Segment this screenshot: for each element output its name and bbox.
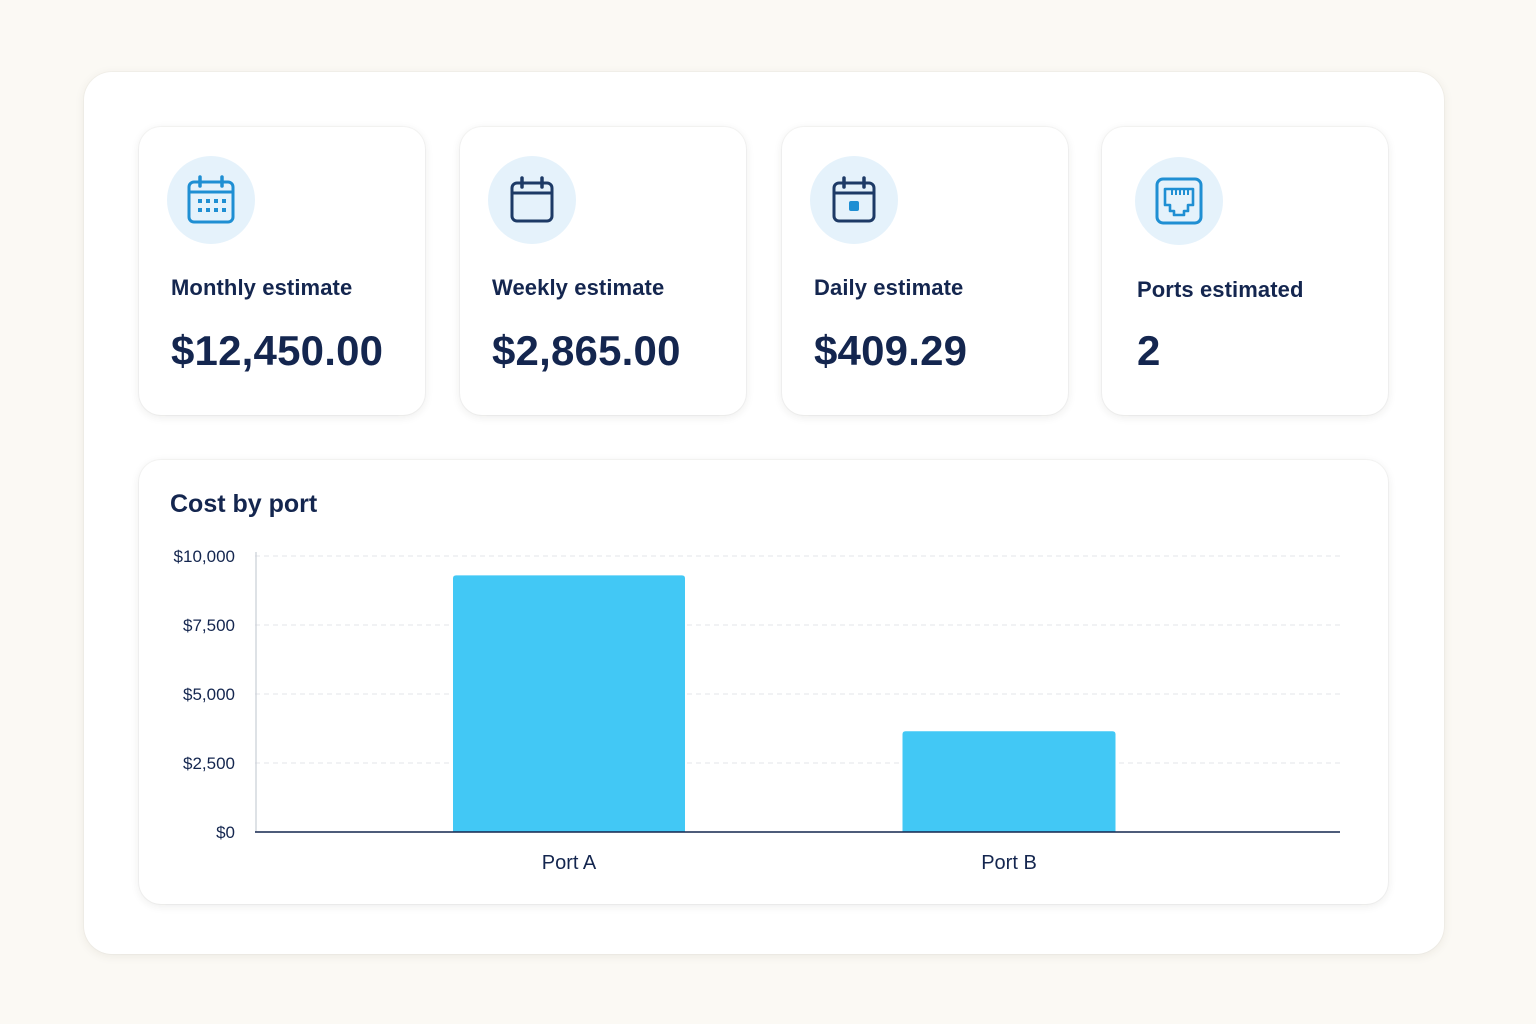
- x-tick-label: Port B: [981, 852, 1037, 874]
- calendar-icon: [488, 156, 576, 244]
- calendar-grid-icon: [167, 156, 255, 244]
- bar: [453, 575, 685, 832]
- card-label: Daily estimate: [814, 275, 964, 300]
- card-label: Weekly estimate: [492, 275, 665, 300]
- card-value: $2,865.00: [492, 327, 681, 374]
- weekly-estimate-card: Weekly estimate $2,865.00: [460, 127, 746, 415]
- cost-by-port-chart-card: Cost by port $0 $2,500 $5,000 $7,500 $10,000…: [139, 460, 1388, 904]
- ethernet-port-icon: [1135, 157, 1223, 245]
- card-label: Ports estimated: [1137, 277, 1304, 302]
- bar-chart: $0 $2,500 $5,000 $7,500 $10,000 Port A Port B: [174, 547, 1340, 874]
- dashboard-panel: Monthly estimate $12,450.00 Weekly estim…: [84, 72, 1444, 954]
- card-label: Monthly estimate: [171, 275, 353, 300]
- y-tick-label: $0: [216, 823, 235, 842]
- ports-estimated-card: Ports estimated 2: [1102, 127, 1388, 415]
- y-tick-label: $5,000: [183, 685, 235, 704]
- monthly-estimate-card: Monthly estimate $12,450.00: [139, 127, 425, 415]
- y-tick-label: $2,500: [183, 754, 235, 773]
- daily-estimate-card: Daily estimate $409.29: [782, 127, 1068, 415]
- calendar-day-icon: [810, 156, 898, 244]
- x-tick-label: Port A: [542, 852, 597, 874]
- y-tick-label: $7,500: [183, 616, 235, 635]
- chart-title: Cost by port: [170, 490, 318, 518]
- card-value: 2: [1137, 327, 1161, 374]
- y-tick-label: $10,000: [174, 547, 235, 566]
- card-value: $12,450.00: [171, 327, 384, 374]
- card-value: $409.29: [814, 327, 968, 374]
- bar: [902, 731, 1116, 832]
